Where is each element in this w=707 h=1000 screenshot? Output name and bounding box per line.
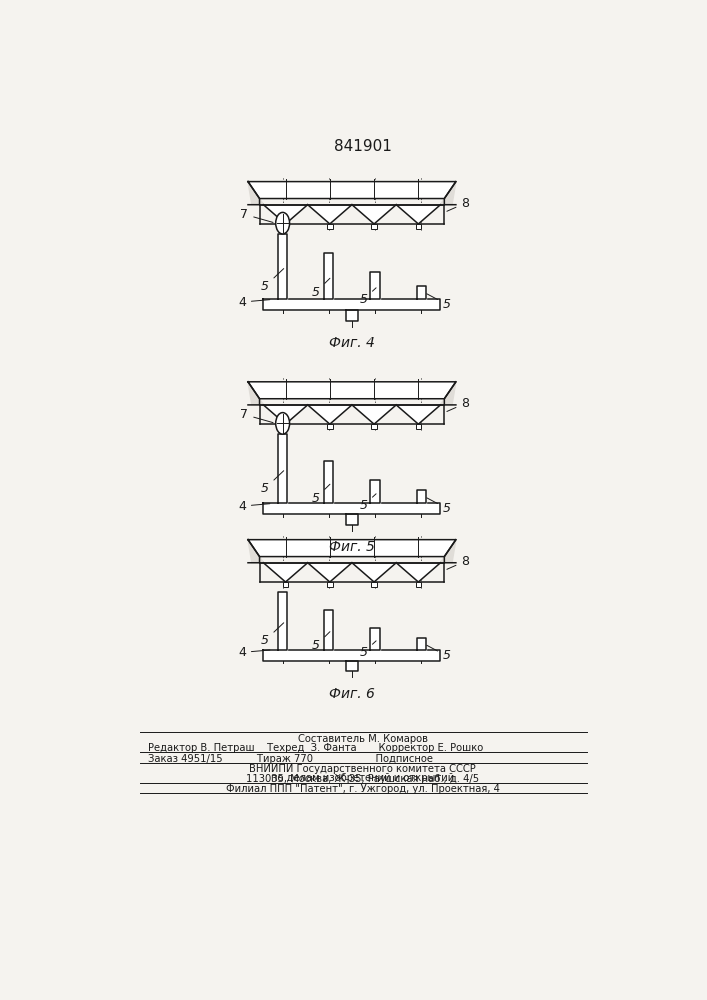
Polygon shape [346,514,358,525]
Polygon shape [264,205,308,224]
Polygon shape [325,610,334,650]
Polygon shape [346,310,358,321]
Text: 7: 7 [240,408,273,423]
Bar [416,582,421,587]
Bar [416,424,421,429]
Text: Фиг. 5: Фиг. 5 [329,540,375,554]
Text: 7: 7 [240,208,273,222]
Text: 5: 5 [427,498,451,515]
Bar [283,582,288,587]
Polygon shape [346,661,358,671]
Bar [416,224,421,229]
Polygon shape [352,205,396,224]
Text: 5: 5 [312,484,330,505]
Polygon shape [370,272,380,299]
Ellipse shape [276,212,290,234]
Text: Фиг. 4: Фиг. 4 [329,336,375,350]
Text: по делам изобретений и открытий: по делам изобретений и открытий [271,773,455,783]
Polygon shape [370,480,380,503]
Text: 4: 4 [238,646,270,659]
Bar [327,582,332,587]
Text: 8: 8 [447,555,469,569]
Polygon shape [325,461,334,503]
Bar [371,424,377,429]
Text: 5: 5 [360,494,376,512]
Text: 5: 5 [261,269,284,293]
Polygon shape [352,405,396,424]
Polygon shape [248,382,264,405]
Text: Филиал ППП "Патент", г. Ужгород, ул. Проектная, 4: Филиал ППП "Патент", г. Ужгород, ул. Про… [226,784,500,794]
Text: ВНИИПИ Государственного комитета СССР: ВНИИПИ Государственного комитета СССР [250,764,476,774]
Bar [283,424,288,429]
Ellipse shape [276,413,290,434]
Polygon shape [278,434,287,503]
Text: 8: 8 [447,197,469,211]
Text: Редактор В. Петраш    Техред  З. Фанта       Корректор Е. Рошко: Редактор В. Петраш Техред З. Фанта Корре… [148,743,483,753]
Polygon shape [264,405,308,424]
Text: 5: 5 [360,288,376,306]
Text: 4: 4 [238,296,270,309]
Text: Фиг. 6: Фиг. 6 [329,687,375,701]
Polygon shape [396,205,440,224]
Polygon shape [416,638,426,650]
Polygon shape [416,490,426,503]
Text: Составитель М. Комаров: Составитель М. Комаров [298,734,428,744]
Text: 5: 5 [312,632,330,652]
Text: 4: 4 [238,500,270,513]
Polygon shape [248,182,264,205]
Polygon shape [352,563,396,582]
Text: 5: 5 [427,645,451,662]
Polygon shape [248,540,456,557]
Polygon shape [370,628,380,650]
Polygon shape [325,253,334,299]
Text: 5: 5 [261,623,284,647]
Text: 5: 5 [261,471,284,495]
Polygon shape [396,563,440,582]
Polygon shape [264,563,308,582]
Polygon shape [278,234,287,299]
Text: 113035, Москва, Ж-35, Раушская наб., д. 4/5: 113035, Москва, Ж-35, Раушская наб., д. … [246,774,479,784]
Bar [371,582,377,587]
Text: Заказ 4951/15           Тираж 770                    Подписное: Заказ 4951/15 Тираж 770 Подписное [148,754,433,764]
Text: 8: 8 [447,397,469,411]
Polygon shape [440,540,456,563]
Text: 841901: 841901 [334,139,392,154]
Polygon shape [264,650,440,661]
Bar [327,224,332,229]
Polygon shape [396,405,440,424]
Polygon shape [278,592,287,650]
Text: 5: 5 [312,278,330,299]
Bar [371,224,377,229]
Polygon shape [264,503,440,514]
Polygon shape [416,286,426,299]
Polygon shape [264,299,440,310]
Polygon shape [248,182,456,199]
Polygon shape [440,182,456,205]
Polygon shape [440,382,456,405]
Polygon shape [248,382,456,399]
Polygon shape [308,563,352,582]
Polygon shape [308,405,352,424]
Polygon shape [248,540,264,563]
Bar [327,424,332,429]
Text: 5: 5 [360,641,376,659]
Polygon shape [308,205,352,224]
Text: 5: 5 [427,294,451,311]
Bar [283,224,288,229]
